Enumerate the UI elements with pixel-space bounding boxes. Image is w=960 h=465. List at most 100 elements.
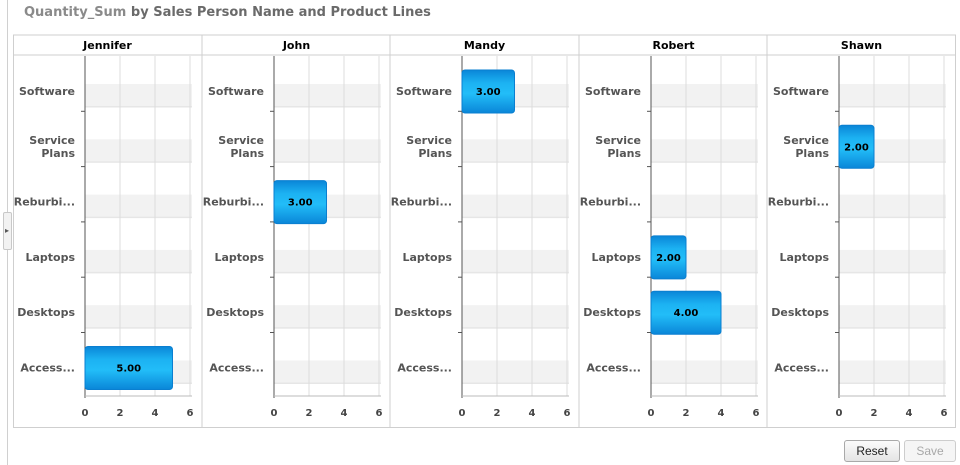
category-label: Software bbox=[773, 85, 829, 98]
x-tick-label: 0 bbox=[836, 408, 843, 419]
save-button[interactable]: Save bbox=[904, 440, 956, 462]
chart-frame bbox=[13, 35, 956, 428]
category-band-edge bbox=[839, 106, 946, 108]
panel-header: Shawn bbox=[841, 39, 882, 52]
category-band-edge bbox=[651, 382, 758, 384]
bar bbox=[650, 290, 722, 335]
category-label: Service bbox=[218, 134, 264, 147]
x-tick-label: 2 bbox=[494, 408, 501, 419]
category-band bbox=[274, 360, 381, 384]
category-band bbox=[462, 305, 569, 329]
category-band bbox=[462, 139, 569, 163]
category-band-edge bbox=[839, 216, 946, 219]
panel-header: John bbox=[282, 39, 310, 52]
x-tick-label: 2 bbox=[871, 408, 878, 419]
category-band-edge bbox=[462, 106, 569, 108]
x-tick-label: 6 bbox=[753, 408, 760, 419]
category-band-edge bbox=[839, 271, 946, 274]
category-label: Reburbi... bbox=[768, 196, 829, 209]
category-label: Desktops bbox=[771, 306, 829, 319]
category-label: Service bbox=[783, 134, 829, 147]
category-label: Desktops bbox=[394, 306, 452, 319]
category-band-edge bbox=[651, 216, 758, 219]
category-label: Reburbi... bbox=[203, 196, 264, 209]
bar-value-label: 2.00 bbox=[844, 142, 869, 153]
category-label: Desktops bbox=[206, 306, 264, 319]
x-tick-label: 0 bbox=[648, 408, 655, 419]
category-label: Laptops bbox=[214, 251, 264, 264]
category-band-edge bbox=[85, 161, 192, 163]
category-label: Plans bbox=[41, 147, 75, 160]
category-label: Reburbi... bbox=[391, 196, 452, 209]
title-dimensions: Sales Person Name and Product Lines bbox=[153, 5, 431, 20]
bar bbox=[838, 124, 875, 169]
x-tick-label: 4 bbox=[341, 408, 348, 419]
category-band bbox=[839, 194, 946, 218]
category-band bbox=[462, 360, 569, 384]
x-tick-label: 2 bbox=[683, 408, 690, 419]
category-label: Plans bbox=[230, 147, 264, 160]
category-band bbox=[85, 84, 192, 107]
chevron-right-icon: ▸ bbox=[5, 226, 10, 235]
category-label: Reburbi... bbox=[580, 196, 641, 209]
category-band-edge bbox=[651, 106, 758, 108]
x-tick-label: 0 bbox=[82, 408, 89, 419]
category-label: Laptops bbox=[779, 251, 829, 264]
category-band bbox=[839, 360, 946, 384]
category-band bbox=[839, 305, 946, 329]
category-label: Laptops bbox=[591, 251, 641, 264]
category-band bbox=[462, 194, 569, 218]
category-band-edge bbox=[274, 382, 381, 384]
category-band bbox=[85, 139, 192, 163]
category-band bbox=[274, 305, 381, 329]
category-band-edge bbox=[462, 382, 569, 384]
category-band bbox=[274, 249, 381, 273]
category-band bbox=[462, 249, 569, 273]
category-band bbox=[274, 139, 381, 163]
category-label: Access... bbox=[774, 362, 829, 375]
bar-value-label: 3.00 bbox=[288, 198, 313, 209]
category-band-edge bbox=[85, 327, 192, 329]
bar-value-label: 2.00 bbox=[656, 253, 681, 264]
category-band bbox=[651, 194, 758, 218]
category-band bbox=[839, 84, 946, 107]
category-label: Software bbox=[396, 85, 452, 98]
faceted-bar-chart: JenniferSoftwareServicePlansReburbi...La… bbox=[13, 34, 956, 428]
x-tick-label: 6 bbox=[376, 408, 383, 419]
category-label: Desktops bbox=[17, 306, 75, 319]
category-label: Access... bbox=[209, 362, 264, 375]
bar bbox=[273, 180, 327, 225]
x-tick-label: 2 bbox=[117, 408, 124, 419]
category-band-edge bbox=[274, 327, 381, 329]
category-label: Software bbox=[19, 85, 75, 98]
category-label: Service bbox=[406, 134, 452, 147]
category-label: Access... bbox=[586, 362, 641, 375]
x-tick-label: 4 bbox=[529, 408, 536, 419]
chart-title: Quantity_Sum by Sales Person Name and Pr… bbox=[24, 5, 431, 20]
category-band bbox=[651, 360, 758, 384]
panel-header: Jennifer bbox=[82, 39, 132, 52]
category-label: Access... bbox=[20, 362, 75, 375]
category-band bbox=[651, 139, 758, 163]
category-band-edge bbox=[85, 216, 192, 219]
category-label: Service bbox=[595, 134, 641, 147]
category-label: Laptops bbox=[25, 251, 75, 264]
category-label: Plans bbox=[418, 147, 452, 160]
category-band bbox=[85, 305, 192, 329]
category-band-edge bbox=[274, 271, 381, 274]
x-tick-label: 0 bbox=[271, 408, 278, 419]
category-label: Laptops bbox=[402, 251, 452, 264]
expand-panel-handle[interactable]: ▸ bbox=[3, 212, 12, 250]
title-by: by bbox=[130, 5, 149, 20]
panel-header: Mandy bbox=[464, 39, 505, 52]
category-band bbox=[274, 84, 381, 107]
category-label: Plans bbox=[795, 147, 829, 160]
bar-value-label: 3.00 bbox=[476, 87, 501, 98]
bar-value-label: 4.00 bbox=[674, 308, 699, 319]
category-band-edge bbox=[839, 161, 946, 163]
reset-button[interactable]: Reset bbox=[844, 440, 900, 462]
x-tick-label: 0 bbox=[459, 408, 466, 419]
category-label: Reburbi... bbox=[14, 196, 75, 209]
